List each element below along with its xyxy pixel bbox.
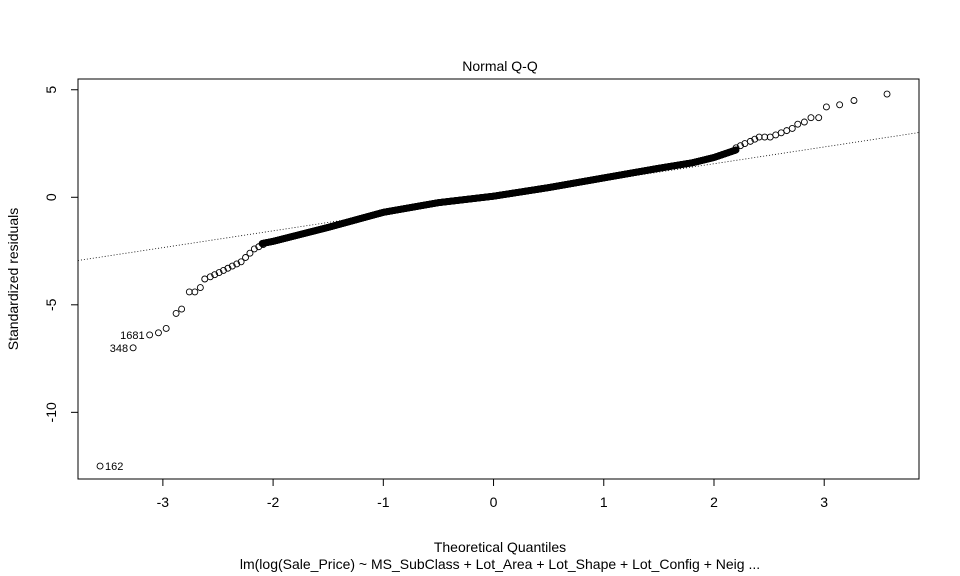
x-tick-label: 3 — [820, 494, 828, 510]
plot-area — [77, 78, 920, 480]
x-tick-label: 0 — [490, 494, 498, 510]
x-tick-label: -1 — [377, 494, 390, 510]
data-point — [162, 325, 170, 332]
data-point — [215, 269, 223, 276]
x-tick-label: 1 — [600, 494, 608, 510]
data-points-layer — [96, 90, 891, 470]
data-point — [228, 262, 236, 270]
data-point — [146, 331, 154, 339]
plot-box — [77, 78, 920, 480]
chart-subtitle: lm(log(Sale_Price) ~ MS_SubClass + Lot_A… — [240, 556, 760, 572]
data-point — [246, 249, 254, 257]
reference-line-layer — [78, 132, 919, 261]
data-point — [746, 137, 754, 145]
chart-title: Normal Q-Q — [462, 58, 538, 74]
y-tick-label: -10 — [43, 402, 59, 422]
data-point — [172, 309, 180, 317]
data-point — [250, 245, 258, 253]
data-point — [242, 254, 249, 261]
data-point — [761, 133, 769, 141]
data-point — [237, 258, 245, 266]
y-tick-label: 0 — [43, 193, 59, 201]
point-label: 348 — [110, 343, 128, 355]
x-tick-label: -2 — [267, 494, 280, 510]
x-axis-label: Theoretical Quantiles — [434, 539, 566, 555]
y-tick-label: 5 — [43, 86, 59, 94]
data-point — [788, 125, 796, 132]
point-label: 162 — [105, 461, 123, 473]
data-point — [850, 97, 858, 104]
data-point — [815, 114, 823, 122]
data-point — [220, 266, 227, 274]
data-point — [155, 329, 162, 337]
data-point — [822, 103, 830, 111]
data-point — [807, 114, 815, 122]
x-tick-label: -3 — [157, 494, 170, 510]
data-point — [259, 241, 267, 249]
y-tick-label: -5 — [43, 298, 59, 311]
point-label: 1681 — [120, 330, 144, 342]
axes-layer: -3 -2 -1 0 1 2 3-10-505 — [43, 86, 828, 510]
data-point — [836, 101, 844, 109]
data-point — [751, 135, 759, 143]
data-point — [224, 264, 232, 272]
data-point — [255, 243, 263, 251]
data-point — [736, 142, 744, 150]
x-tick-label: 2 — [710, 494, 718, 510]
y-axis-label: Standardized residuals — [5, 208, 21, 350]
data-point — [755, 133, 763, 141]
data-point — [233, 260, 241, 268]
data-point — [732, 146, 740, 154]
data-point — [178, 305, 186, 313]
data-point — [206, 273, 214, 281]
data-point — [96, 462, 104, 470]
data-point — [794, 120, 802, 128]
data-point — [196, 284, 204, 292]
data-point — [129, 344, 137, 352]
data-point — [883, 90, 891, 98]
data-point — [211, 271, 219, 279]
qq-reference-line — [78, 132, 919, 261]
data-point — [185, 288, 193, 296]
data-point — [191, 288, 199, 296]
data-point — [800, 118, 808, 126]
data-point — [732, 144, 740, 152]
